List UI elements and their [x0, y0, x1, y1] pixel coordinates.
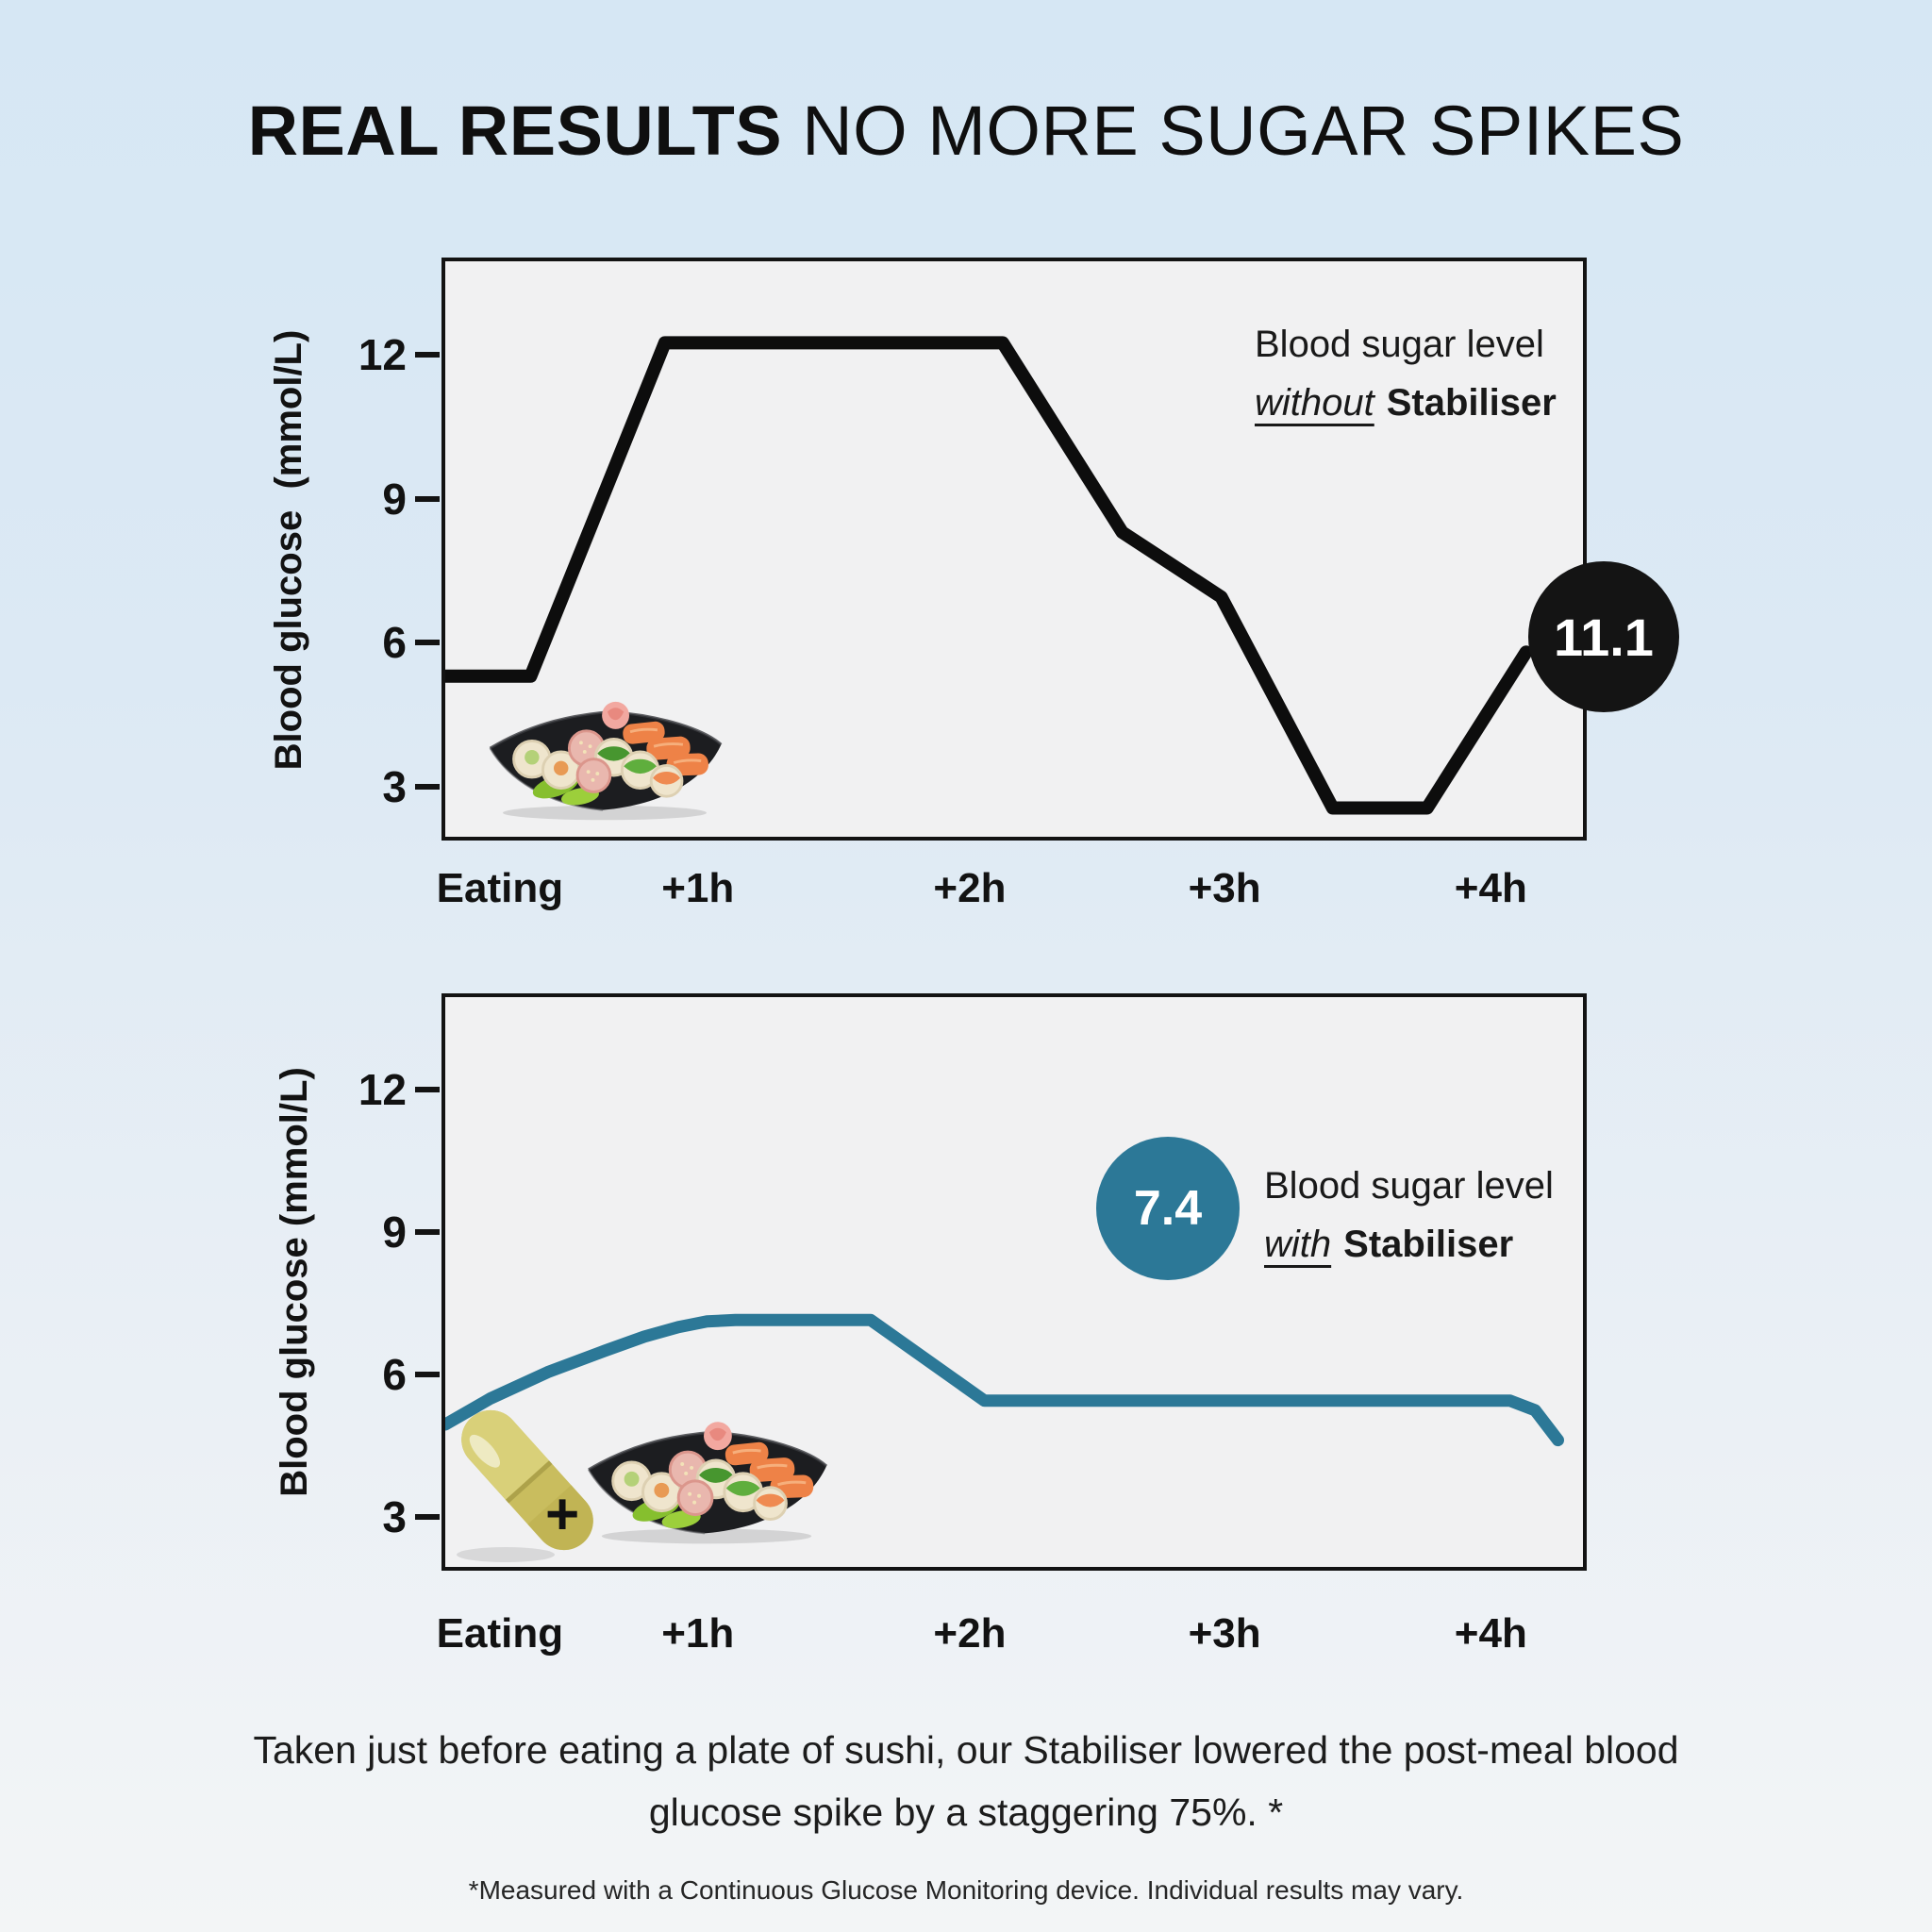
x-label-1h: +1h — [661, 1610, 735, 1657]
y-tick-value: 12 — [358, 330, 407, 380]
y-tick-mark — [415, 640, 440, 646]
y-tick-mark — [415, 1087, 440, 1093]
x-label-1h: +1h — [661, 865, 735, 911]
peak-value-without: 11.1 — [1554, 607, 1654, 667]
badge-label-line2: with Stabiliser — [1264, 1215, 1554, 1274]
y-tick-12: 12 — [283, 1063, 440, 1116]
badge-product-name: Stabiliser — [1343, 1224, 1514, 1265]
x-label-2h: +2h — [933, 1610, 1007, 1657]
y-tick-mark — [415, 352, 440, 358]
y-tick-value: 12 — [358, 1065, 407, 1115]
y-tick-6: 6 — [283, 1348, 440, 1401]
plus-icon: + — [545, 1482, 580, 1547]
y-tick-9: 9 — [283, 1206, 440, 1258]
y-tick-9: 9 — [283, 473, 440, 525]
y-tick-mark — [415, 495, 440, 502]
y-tick-mark — [415, 783, 440, 790]
x-label-3h: +3h — [1188, 1610, 1261, 1657]
x-label-3h: +3h — [1188, 865, 1261, 911]
glucose-line-plot-without — [445, 336, 1533, 815]
y-tick-value: 9 — [382, 1208, 407, 1257]
glucose-line-with-stabiliser — [445, 1313, 1564, 1447]
peak-value-badge-with: 7.4 — [1096, 1137, 1240, 1280]
sushi-plate-image — [575, 1370, 838, 1549]
badge-qualifier-with: with — [1264, 1224, 1332, 1265]
badge-label-line2: without Stabiliser — [1255, 374, 1557, 432]
x-label-2h: +2h — [933, 865, 1007, 911]
caption-text: Taken just before eating a plate of sush… — [0, 1719, 1932, 1843]
x-label-4h: +4h — [1454, 1610, 1527, 1657]
glucose-chart-with-stabiliser: + — [441, 993, 1587, 1571]
stabiliser-capsule-image — [447, 1400, 608, 1565]
y-tick-3: 3 — [283, 760, 440, 813]
badge-label-without: Blood sugar level without Stabiliser — [1255, 315, 1557, 432]
sushi-plate-image — [477, 651, 732, 825]
badge-product-name: Stabiliser — [1386, 382, 1557, 424]
capsule-illustration — [457, 1409, 593, 1562]
caption-line1: Taken just before eating a plate of sush… — [253, 1728, 1679, 1772]
glucose-line-plot-with — [445, 1313, 1564, 1447]
x-label-4h: +4h — [1454, 865, 1527, 911]
sushi-plate-illustration — [489, 701, 723, 821]
y-tick-mark — [415, 1372, 440, 1378]
x-label-eating: Eating — [436, 865, 564, 911]
peak-value-with: 7.4 — [1133, 1181, 1203, 1236]
y-tick-value: 6 — [382, 618, 407, 668]
sushi-plate-illustration — [588, 1422, 828, 1544]
badge-qualifier-without: without — [1255, 382, 1374, 424]
y-tick-6: 6 — [283, 616, 440, 669]
glucose-line-without-stabiliser — [445, 336, 1533, 815]
caption-line2: glucose spike by a staggering 75%. * — [648, 1790, 1284, 1834]
y-tick-mark — [415, 1229, 440, 1236]
y-tick-value: 3 — [382, 761, 407, 811]
y-tick-value: 9 — [382, 474, 407, 524]
glucose-chart-without-stabiliser: 11.1 Blood sugar level without Stabiliser — [441, 258, 1679, 841]
y-tick-3: 3 — [283, 1491, 440, 1543]
badge-label-with: Blood sugar level with Stabiliser — [1264, 1157, 1554, 1274]
y-tick-value: 6 — [382, 1350, 407, 1400]
x-label-eating: Eating — [436, 1610, 564, 1657]
y-tick-12: 12 — [283, 328, 440, 381]
badge-label-line1: Blood sugar level — [1255, 324, 1544, 365]
badge-label-line1: Blood sugar level — [1264, 1165, 1554, 1207]
y-tick-value: 3 — [382, 1492, 407, 1542]
page-title-emphasis: REAL RESULTS — [247, 92, 783, 170]
peak-value-badge-without: 11.1 — [1528, 561, 1679, 712]
y-tick-mark — [415, 1514, 440, 1521]
page-title-rest: NO MORE SUGAR SPIKES — [782, 92, 1685, 170]
footnote-text: *Measured with a Continuous Glucose Moni… — [468, 1875, 1464, 1905]
page-title: REAL RESULTS NO MORE SUGAR SPIKES — [0, 91, 1932, 171]
